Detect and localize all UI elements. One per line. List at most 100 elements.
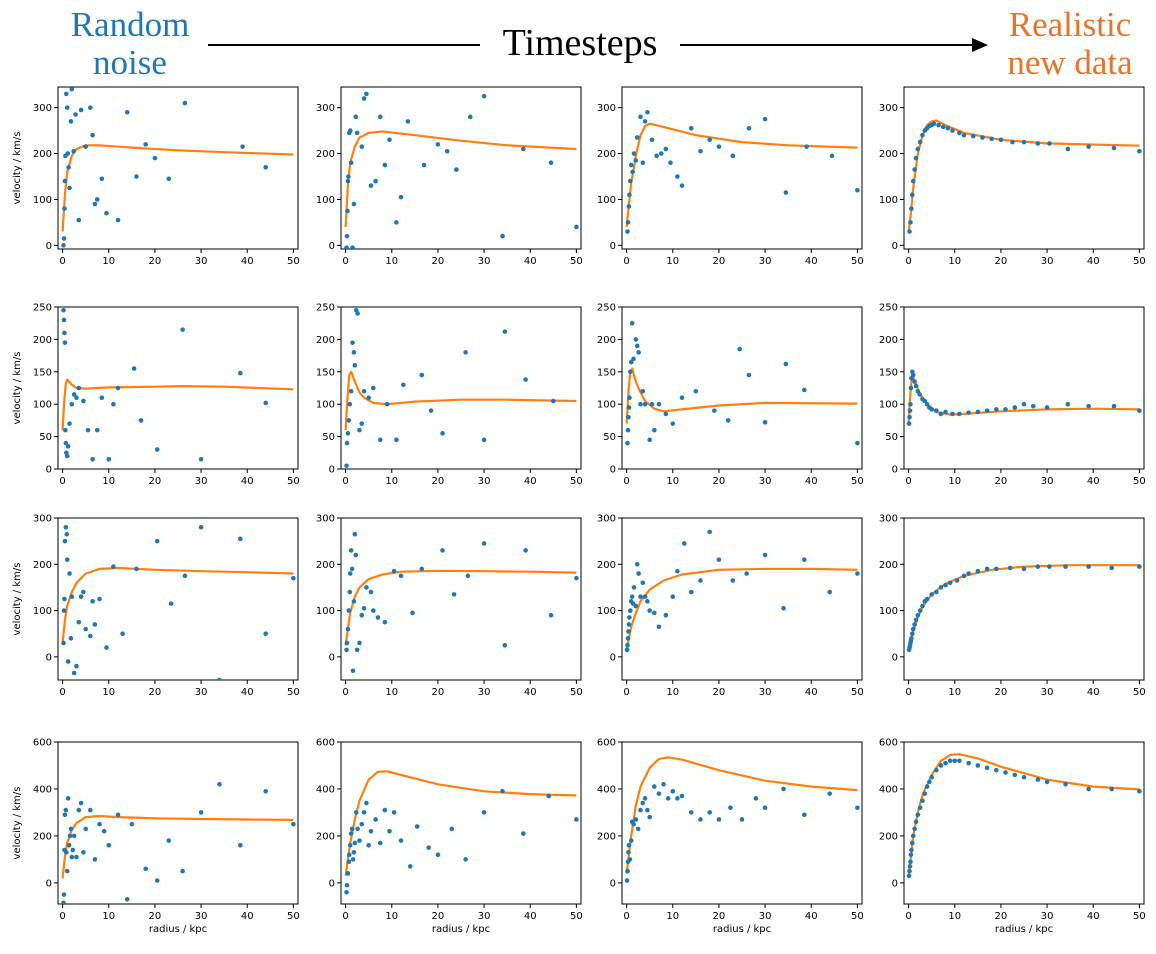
data-point [64, 91, 69, 97]
y-tick-label: 300 [597, 103, 616, 114]
x-tick-label: 0 [59, 256, 65, 267]
x-tick-label: 10 [948, 476, 961, 487]
data-point [698, 817, 703, 822]
data-point [352, 840, 358, 846]
data-point [120, 631, 125, 637]
chart-panel: 0 10 20 30 40 50 0 100 200 300 velocity / km/s [12, 86, 300, 267]
data-point [931, 121, 937, 127]
data-point [368, 589, 374, 595]
data-point [444, 148, 450, 154]
x-tick-label: 30 [759, 476, 772, 487]
x-tick-label: 30 [759, 911, 772, 922]
y-tick-label: 400 [33, 784, 52, 795]
data-point [626, 414, 631, 420]
chart-panel: 0 10 20 30 40 50 0 200 400 600 radius / kpc [597, 738, 864, 936]
data-point [855, 805, 860, 811]
data-point [345, 431, 351, 436]
y-tick-label: 100 [33, 606, 52, 617]
data-point [66, 165, 71, 170]
data-point [626, 405, 632, 410]
y-tick-label: 300 [597, 514, 616, 525]
data-point [92, 622, 98, 627]
data-point [665, 796, 671, 801]
plot-area [907, 119, 1142, 234]
y-tick-label: 0 [892, 878, 898, 889]
data-point [238, 370, 243, 376]
y-tick-label: 600 [597, 738, 616, 749]
y-tick-label: 200 [33, 335, 52, 346]
y-tick-label: 0 [46, 878, 52, 889]
data-point [994, 566, 999, 572]
data-point [1137, 564, 1142, 569]
data-point [984, 765, 990, 771]
data-point [912, 826, 917, 832]
data-point [348, 831, 354, 836]
data-point [907, 408, 913, 413]
data-point [927, 779, 932, 785]
data-point [419, 566, 425, 572]
data-point [907, 229, 912, 234]
data-point [645, 599, 650, 604]
data-point [716, 144, 722, 149]
y-tick-label: 200 [879, 149, 898, 160]
x-tick-label: 30 [1041, 256, 1054, 267]
data-point [645, 807, 650, 813]
data-point [104, 645, 109, 650]
y-tick-label: 100 [879, 606, 898, 617]
x-tick-label: 10 [948, 911, 961, 922]
data-point [523, 377, 528, 382]
realistic-line1: Realistic [1008, 5, 1132, 44]
data-point [628, 359, 634, 365]
data-point [1012, 405, 1018, 410]
data-point [913, 383, 919, 389]
data-point [166, 176, 172, 182]
plot-frame [621, 517, 863, 681]
data-point [625, 229, 630, 234]
data-point [627, 857, 633, 862]
x-tick-label: 30 [478, 911, 491, 922]
data-point [647, 608, 652, 613]
y-tick-label: 100 [316, 606, 335, 617]
data-point [143, 866, 148, 872]
data-point [440, 431, 445, 436]
data-point [663, 612, 669, 618]
data-point [344, 463, 349, 469]
data-point [240, 144, 245, 149]
chart-panel: 0 10 20 30 40 50 0 200 400 600 radius / kpc [879, 738, 1146, 936]
data-point [64, 453, 70, 459]
data-point [481, 93, 487, 99]
data-point [627, 192, 632, 198]
data-point [398, 838, 404, 843]
x-tick-label: 30 [195, 911, 208, 922]
data-point [71, 148, 76, 154]
data-point [500, 233, 505, 239]
data-point [92, 201, 98, 207]
x-axis-label: radius / kpc [149, 924, 207, 935]
data-point [61, 608, 67, 613]
x-tick-label: 50 [570, 911, 583, 922]
x-tick-label: 10 [666, 476, 679, 487]
data-point [182, 573, 188, 579]
data-point [1003, 770, 1008, 775]
data-point [364, 585, 369, 590]
data-point [855, 187, 860, 193]
data-point [957, 411, 962, 417]
data-point [943, 760, 948, 766]
data-point [737, 346, 742, 352]
data-point [154, 447, 160, 452]
data-point [698, 148, 703, 154]
data-point [1111, 403, 1117, 409]
data-point [182, 100, 188, 106]
data-point [217, 781, 222, 787]
data-point [802, 812, 807, 818]
data-point [670, 789, 676, 794]
data-point [1007, 565, 1013, 571]
data-point [65, 151, 70, 156]
data-point [631, 821, 636, 827]
data-point [917, 139, 923, 145]
data-point [647, 814, 652, 820]
data-point [61, 892, 67, 897]
data-point [739, 817, 745, 822]
x-tick-label: 10 [102, 687, 115, 698]
data-point [76, 217, 82, 223]
